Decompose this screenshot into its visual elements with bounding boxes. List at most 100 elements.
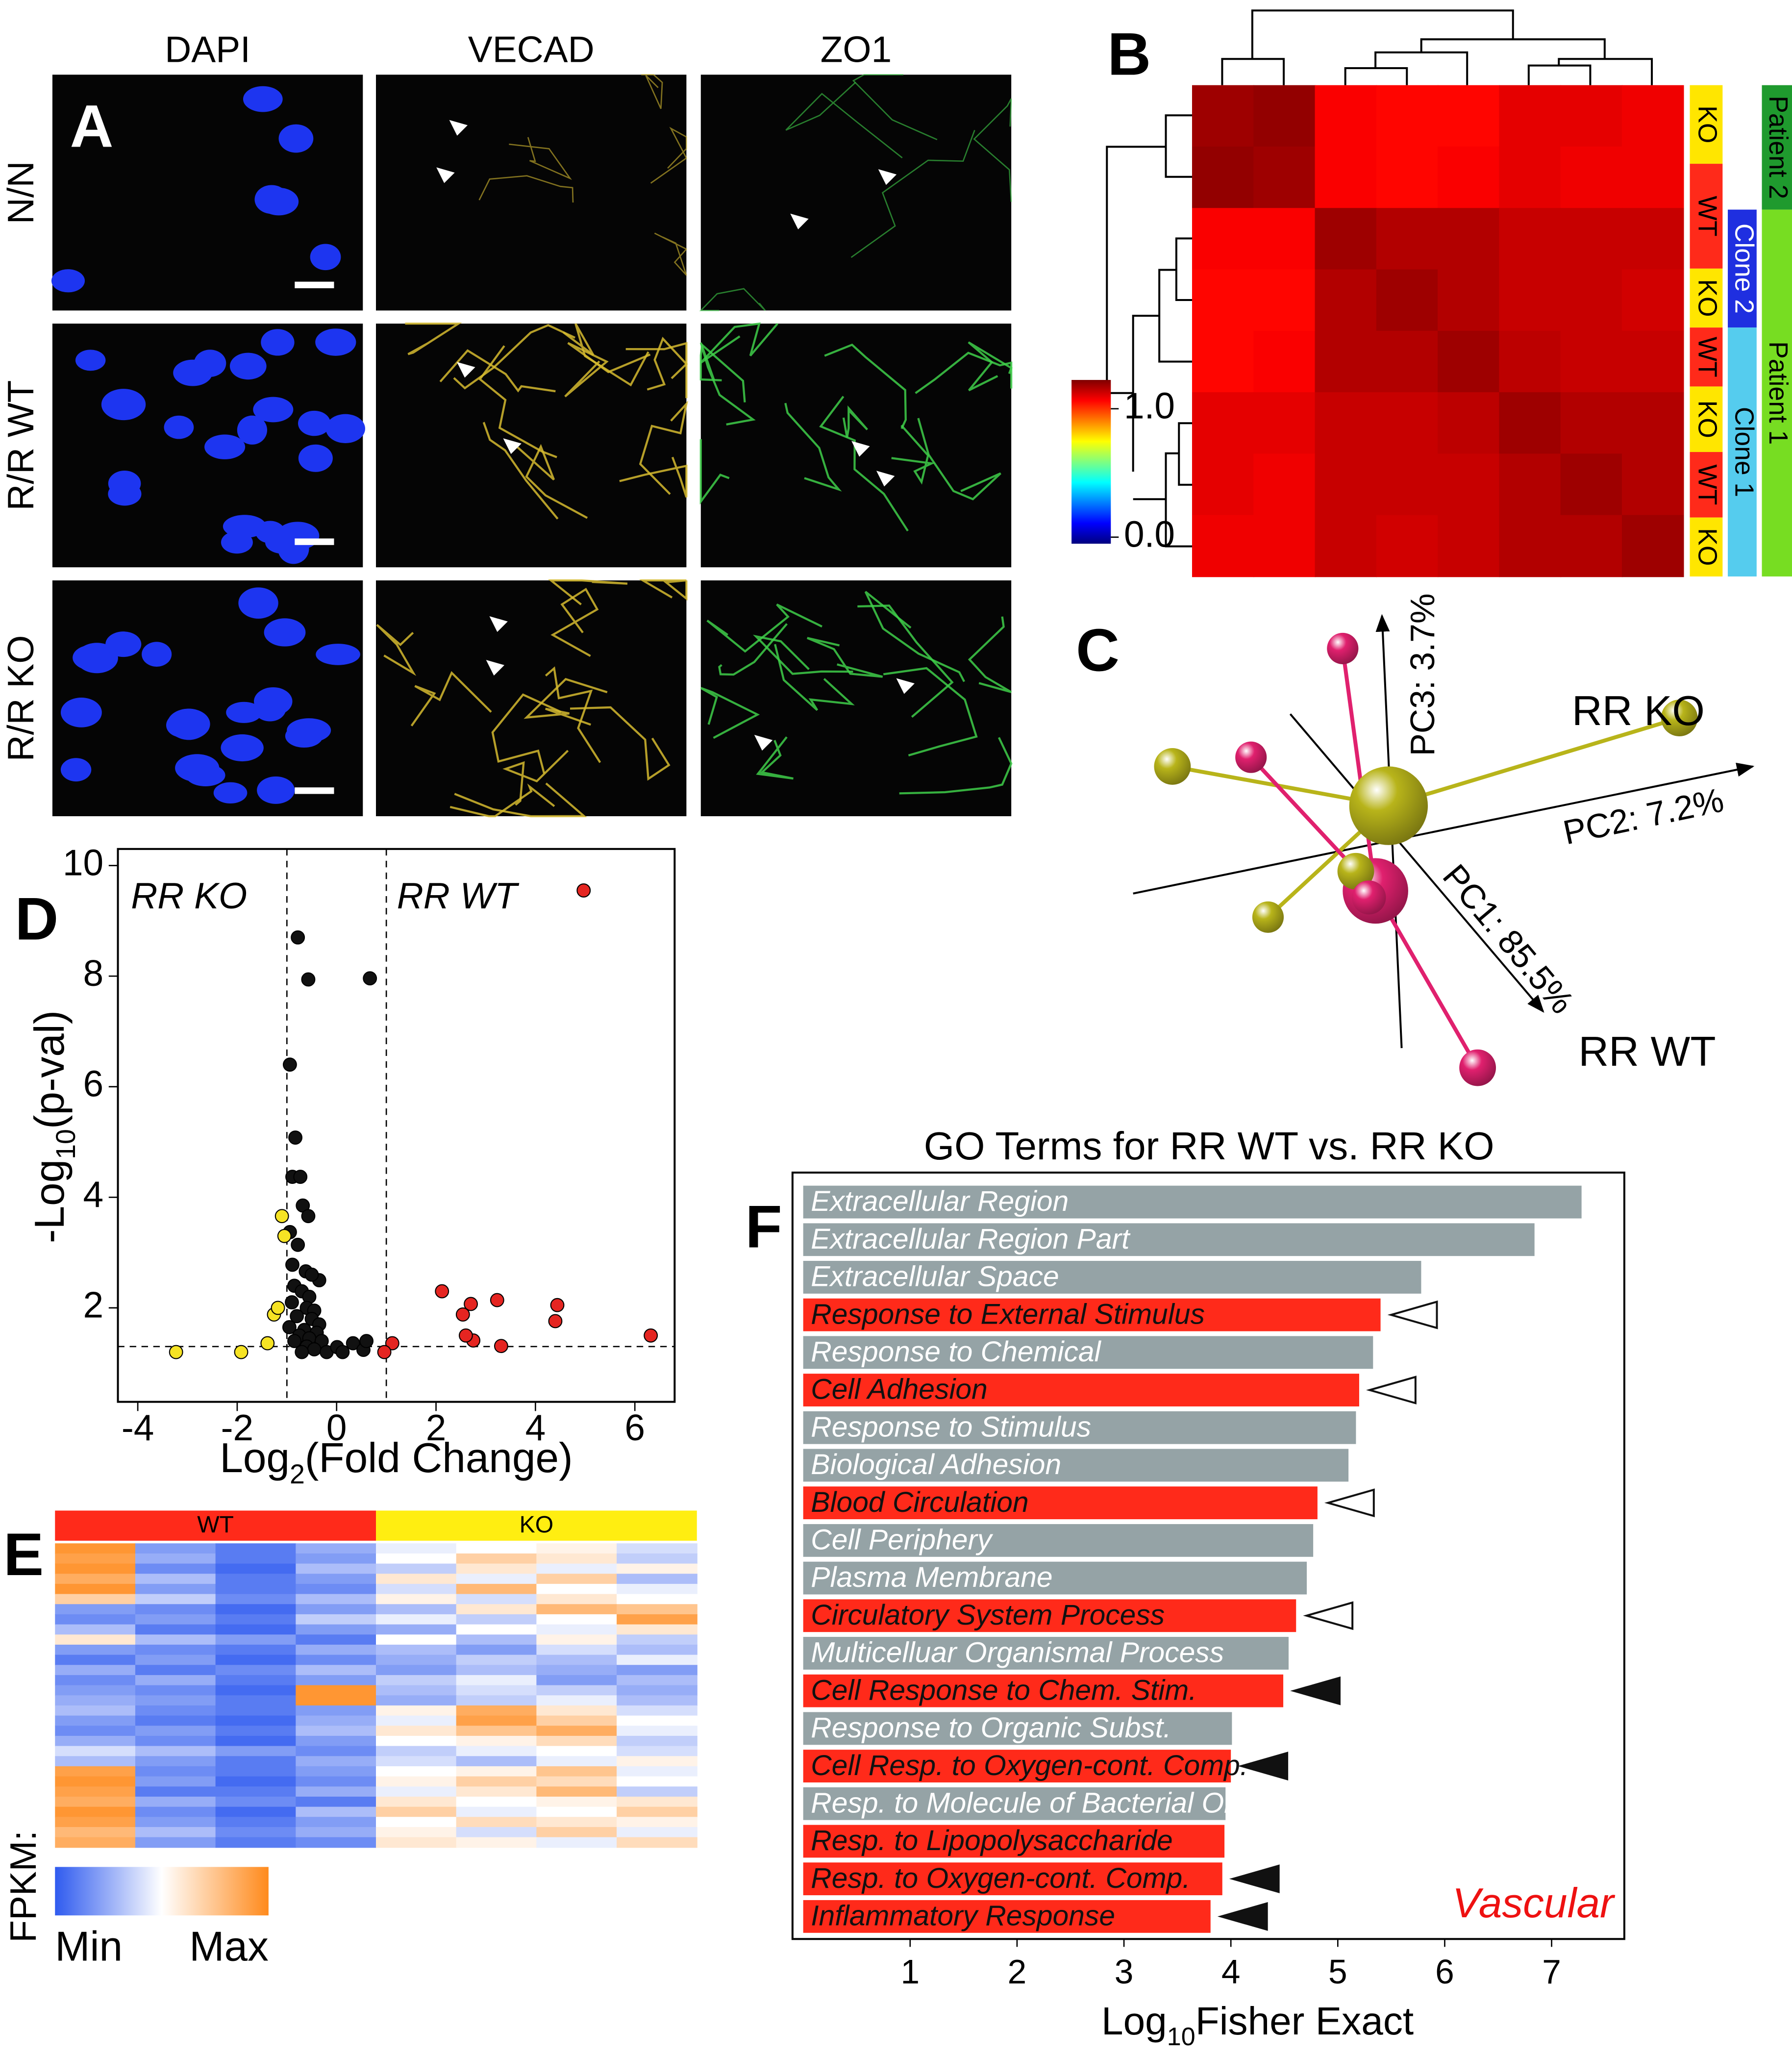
y-axis-label-part: -Log xyxy=(26,1159,73,1243)
x-axis-label: Log2(Fold Change) xyxy=(220,1434,572,1489)
scale-bar xyxy=(295,281,334,288)
heatmap-cell xyxy=(135,1705,216,1716)
heatmap-cell xyxy=(1376,146,1439,209)
sample-strip xyxy=(1690,327,1723,387)
heatmap-cell xyxy=(617,1746,697,1757)
heatmap-cell xyxy=(215,1756,297,1767)
row-label: R/R KO xyxy=(0,635,41,762)
bar-label: Cell Periphery xyxy=(811,1524,994,1556)
nucleus xyxy=(237,415,268,445)
cell-border xyxy=(453,324,575,390)
heatmap-cell xyxy=(536,1837,618,1848)
heatmap-cell xyxy=(456,1614,537,1625)
heatmap-cell xyxy=(617,1634,697,1645)
heatmap-cell xyxy=(1315,330,1377,393)
heatmap-cell xyxy=(617,1817,697,1828)
point xyxy=(301,1209,316,1224)
micrograph xyxy=(376,579,688,818)
nucleus xyxy=(60,758,92,782)
bar-label: Response to Stimulus xyxy=(811,1411,1091,1443)
arrowhead xyxy=(489,616,508,632)
pc-axis-label: PC2: 7.2% xyxy=(1560,780,1727,852)
heatmap-cell xyxy=(135,1614,216,1625)
bar xyxy=(803,1825,1225,1858)
marker xyxy=(1387,1300,1438,1329)
heatmap-cell xyxy=(617,1796,697,1807)
arrowhead xyxy=(896,678,915,694)
arrowhead xyxy=(486,660,505,676)
heatmap-cell xyxy=(215,1543,297,1554)
nucleus xyxy=(204,434,246,459)
heatmap-cell xyxy=(376,1583,457,1595)
pc-axis xyxy=(1289,713,1544,1013)
heatmap-cell xyxy=(1192,392,1254,454)
nucleus xyxy=(194,350,226,377)
heatmap-cell xyxy=(456,1796,537,1807)
heatmap-cell xyxy=(215,1817,297,1828)
heatmap-cell xyxy=(296,1715,377,1727)
cell-border xyxy=(785,82,903,159)
clone-strip xyxy=(1728,209,1757,328)
pc-link xyxy=(1373,890,1480,1069)
heatmap-cell xyxy=(1560,330,1623,393)
heatmap-cell xyxy=(215,1786,297,1797)
pc-sphere xyxy=(1459,1049,1496,1086)
heatmap-cell xyxy=(135,1583,216,1595)
heatmap-cell xyxy=(1560,453,1623,516)
x-axis-label-part: 10 xyxy=(1167,2023,1195,2051)
micrograph xyxy=(700,580,1013,816)
heatmap-cell xyxy=(135,1786,216,1797)
heatmap-cell xyxy=(296,1563,377,1575)
heatmap-cell xyxy=(536,1695,618,1706)
heatmap-cell xyxy=(135,1574,216,1584)
group-strip xyxy=(55,1510,376,1541)
heatmap-cell xyxy=(1499,269,1561,332)
point xyxy=(295,1345,309,1359)
heatmap-cell xyxy=(135,1563,216,1575)
point xyxy=(301,972,316,987)
point xyxy=(458,1328,473,1343)
heatmap-cell xyxy=(296,1644,377,1655)
heatmap-cell xyxy=(536,1563,618,1575)
arrowhead xyxy=(754,735,773,751)
heatmap-cell xyxy=(536,1685,618,1696)
heatmap-cell xyxy=(55,1786,136,1797)
heatmap-cell xyxy=(617,1837,697,1848)
sample-strip xyxy=(1690,85,1723,164)
nucleus xyxy=(257,776,295,804)
heatmap-cell xyxy=(215,1583,297,1595)
heatmap-cell xyxy=(456,1644,537,1655)
heatmap-cell xyxy=(617,1705,697,1716)
heatmap-cell xyxy=(1621,85,1684,148)
heatmap-cell xyxy=(617,1583,697,1595)
group-label: WT xyxy=(197,1511,234,1538)
heatmap-cell xyxy=(376,1786,457,1797)
heatmap-cell xyxy=(456,1583,537,1595)
image-background xyxy=(52,75,363,311)
cell-border xyxy=(478,175,574,203)
heatmap-cell xyxy=(1621,269,1684,332)
heatmap-cell xyxy=(55,1675,136,1686)
heatmap-cell xyxy=(1621,392,1684,454)
heatmap-cell xyxy=(1499,85,1561,148)
bar-label: Extracellular Space xyxy=(811,1261,1059,1293)
point xyxy=(291,1237,305,1252)
heatmap-cell xyxy=(215,1563,297,1575)
point xyxy=(287,1334,301,1348)
heatmap-cell xyxy=(456,1715,537,1727)
nucleus xyxy=(287,718,331,743)
heatmap-cell xyxy=(456,1705,537,1716)
heatmap-cell xyxy=(376,1594,457,1605)
bar-label: Cell Adhesion xyxy=(811,1374,988,1405)
heatmap-cell xyxy=(617,1655,697,1666)
x-tick-label: 6 xyxy=(624,1407,645,1448)
heatmap-cell xyxy=(536,1746,618,1757)
heatmap-cell xyxy=(135,1624,216,1635)
x-tick-label: 1 xyxy=(900,1953,920,1991)
point xyxy=(550,1298,565,1312)
heatmap-cell xyxy=(215,1553,297,1564)
heatmap-cell xyxy=(376,1695,457,1706)
point xyxy=(455,1307,470,1322)
cell-border xyxy=(973,98,1012,202)
pc-sphere xyxy=(1252,901,1284,933)
